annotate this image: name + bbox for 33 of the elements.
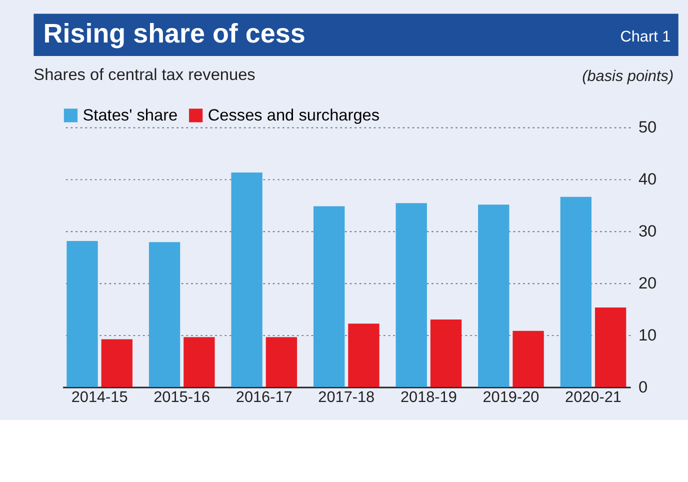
x-tick-label: 2016-17 — [236, 388, 292, 406]
chart-title: Rising share of cess — [43, 18, 306, 49]
x-tick-label: 2018-19 — [400, 388, 457, 406]
chart-subtitle: Shares of central tax revenues — [34, 66, 256, 84]
x-tick-label: 2020-21 — [565, 388, 622, 406]
bar — [66, 241, 98, 388]
bar — [560, 196, 592, 388]
bar — [101, 339, 132, 388]
bar — [266, 337, 298, 388]
bar — [396, 203, 427, 388]
bar — [148, 242, 180, 388]
bar — [512, 330, 544, 388]
bar — [348, 324, 380, 388]
legend-label: Cesses and surcharges — [208, 106, 380, 124]
y-tick-label: 0 — [638, 378, 648, 396]
y-tick-label: 30 — [638, 222, 657, 240]
x-tick-label: 2015-16 — [154, 388, 210, 406]
y-tick-label: 50 — [638, 118, 657, 137]
y-tick-label: 20 — [638, 274, 657, 292]
y-tick-label: 40 — [638, 170, 657, 188]
legend-label: States' share — [82, 106, 178, 124]
bar — [594, 308, 626, 388]
y-tick-label: 10 — [638, 326, 657, 344]
bar — [313, 206, 345, 388]
x-tick-label: 2019-20 — [482, 388, 540, 406]
bar — [430, 320, 462, 388]
y-axis-title: (basis points) — [582, 68, 674, 86]
x-tick-label: 2014-15 — [71, 388, 128, 406]
bar — [478, 204, 510, 388]
bar — [184, 337, 215, 388]
caption: Chart 1 — [620, 28, 671, 46]
x-tick-label: 2017-18 — [318, 388, 375, 406]
bar — [231, 172, 262, 388]
